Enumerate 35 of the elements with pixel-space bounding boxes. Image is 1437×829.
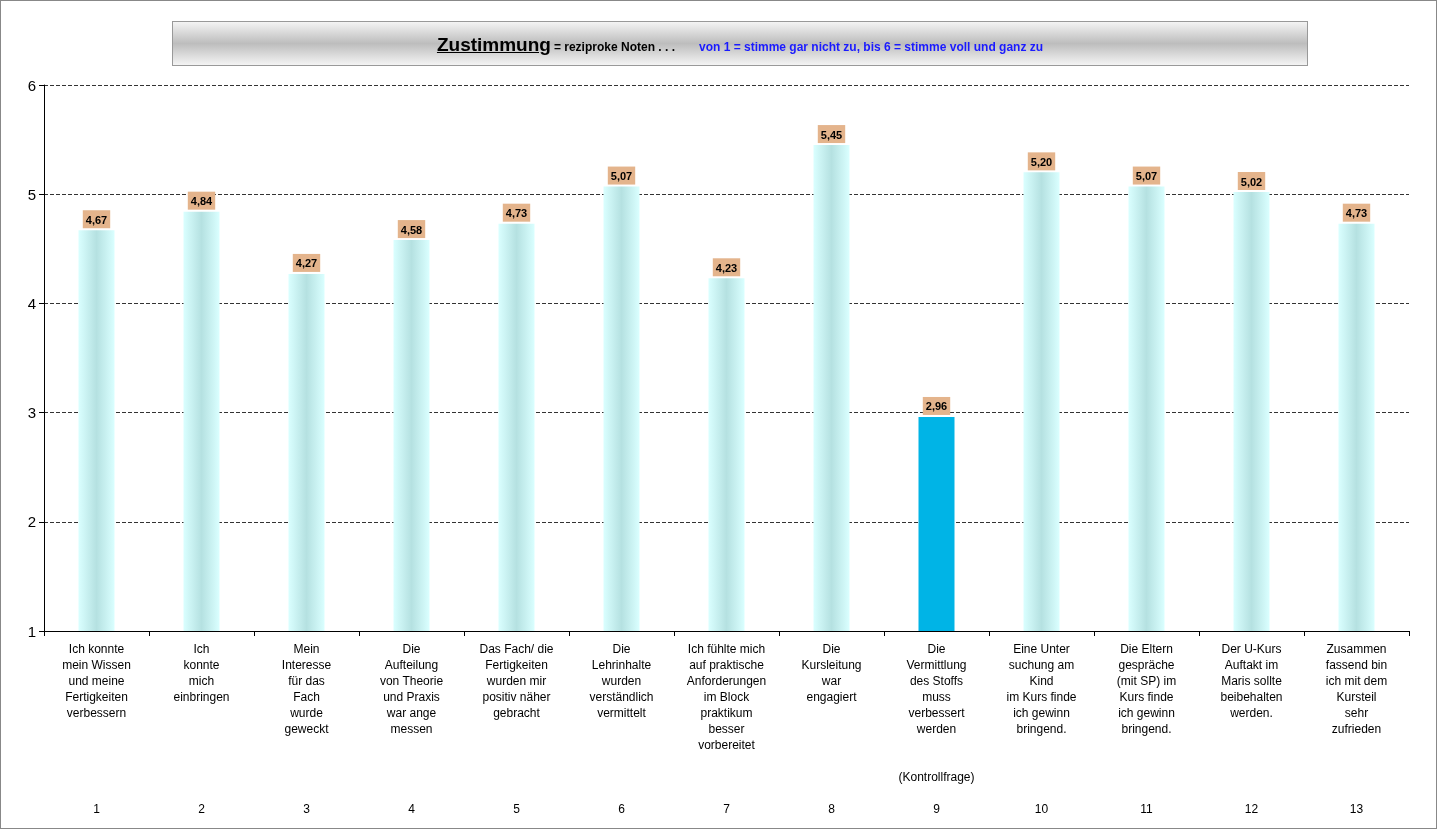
data-label: 5,45 bbox=[820, 128, 843, 141]
category-label: Die Lehrinhalte wurden verständlich vermittelt 6 bbox=[589, 642, 654, 816]
data-label: 4,73 bbox=[1345, 207, 1368, 220]
data-label: 5,07 bbox=[1135, 170, 1158, 183]
y-tick-label: 4 bbox=[27, 294, 36, 312]
category-label: Die Kursleitung war engagiert 8 bbox=[801, 642, 862, 816]
data-label: 5,07 bbox=[610, 170, 633, 183]
category-label: Die Eltern gespräche (mit SP) im Kurs finde ich gewinn bringend. 11 bbox=[1116, 642, 1177, 816]
category-label: Der U-Kurs Auftakt im Maris sollte beibehalten werden. 12 bbox=[1220, 642, 1283, 816]
category-label: Das Fach/ die Fertigkeiten wurden mir positiv näher gebracht 5 bbox=[479, 642, 554, 816]
data-label: 4,73 bbox=[505, 207, 528, 220]
data-label: 4,27 bbox=[295, 257, 318, 270]
y-tick-label: 3 bbox=[27, 404, 36, 422]
chart-title: Zustimmung bbox=[436, 34, 551, 55]
y-tick-label: 1 bbox=[27, 622, 36, 640]
y-tick-label: 6 bbox=[27, 76, 36, 94]
data-label: 4,58 bbox=[400, 223, 423, 236]
data-label: 4,23 bbox=[715, 261, 738, 274]
category-label: Zusammen fassend bin ich mit dem Kursteil sehr zufrieden 13 bbox=[1325, 642, 1388, 816]
category-label: Eine Unter suchung am Kind im Kurs finde ich gewinn bringend. 10 bbox=[1006, 642, 1077, 816]
y-tick-label: 5 bbox=[27, 185, 36, 203]
data-label: 5,20 bbox=[1030, 155, 1053, 168]
data-label: 4,67 bbox=[85, 213, 108, 226]
category-label: Ich fühlte mich auf praktische Anforderungen im Block praktikum besser vorbereitet 7 bbox=[686, 642, 767, 816]
text: von 1 = stimme gar nicht zu, bis 6 = stimme voll und ganz zu bbox=[698, 40, 1044, 54]
data-label: 4,84 bbox=[190, 195, 214, 208]
category-label: Ich konnte mein Wissen und meine Fertigkeiten verbessern 1 bbox=[62, 642, 131, 816]
category-label: Ich konnte mich einbringen 2 bbox=[173, 642, 230, 816]
category-label: Mein Interesse für das Fach wurde geweckt 3 bbox=[281, 642, 332, 816]
data-label: 5,02 bbox=[1240, 175, 1263, 188]
chart-subtitle: = reziproke Noten . . . bbox=[553, 40, 675, 54]
category-label: Die Aufteilung von Theorie und Praxis war ange messen 4 bbox=[379, 642, 444, 816]
y-tick-label: 2 bbox=[27, 513, 36, 531]
data-label: 2,96 bbox=[925, 400, 948, 413]
category-label: Die Vermittlung des Stoffs muss verbessert werden (Kontrollfrage) 9 bbox=[898, 642, 975, 816]
